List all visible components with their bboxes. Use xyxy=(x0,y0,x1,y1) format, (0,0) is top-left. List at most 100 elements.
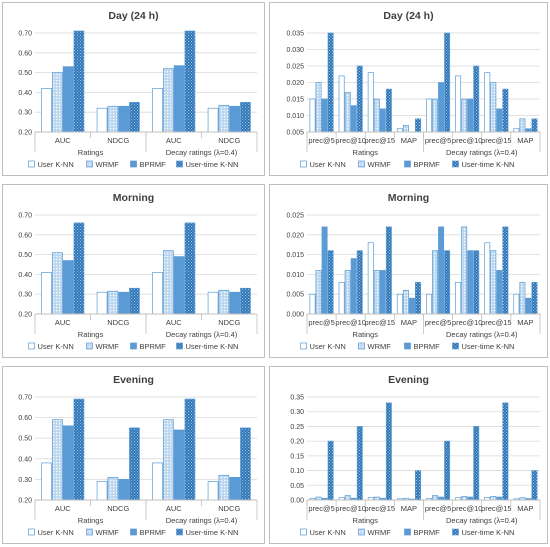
bar-wrmf-prec-10-2 xyxy=(344,270,351,315)
x-tick-label: prec@5 xyxy=(308,136,334,145)
bar-wrmf-prec-15-3 xyxy=(373,270,380,315)
legend: User K-NN WRMF BPRMF User-time K-NN xyxy=(300,528,514,537)
bar-wrmf-auc-3 xyxy=(163,250,174,315)
x-tick-label: MAP xyxy=(517,318,533,327)
bar-bprmf-ndcg-4 xyxy=(229,476,240,501)
x-tick-label: prec@15 xyxy=(481,504,512,513)
bar-bprmf-prec-5-1 xyxy=(321,98,328,133)
chart-title: Day (24 h) xyxy=(108,10,158,22)
bar-bprmf-prec-10-2 xyxy=(350,105,357,133)
legend-swatch-wrmf xyxy=(358,160,365,168)
legend-label-bprmf: BPRMF xyxy=(140,342,167,351)
bar-user-k-nn-auc-3 xyxy=(152,272,163,315)
y-tick-label: 0.20 xyxy=(18,312,32,319)
bar-wrmf-prec-5-5 xyxy=(432,495,439,501)
bar-wrmf-ndcg-4 xyxy=(218,104,230,133)
bar-bprmf-ndcg-4 xyxy=(229,105,240,133)
bar-wrmf-prec-5-1 xyxy=(315,82,322,133)
x-tick-label: prec@15 xyxy=(481,318,512,327)
x-tick-label: prec@10 xyxy=(335,504,366,513)
bar-wrmf-map-4 xyxy=(402,125,409,133)
bar-user-time-k-nn-prec-5-1 xyxy=(327,32,334,133)
bar-user-time-k-nn-map-8 xyxy=(531,281,538,315)
bar-bprmf-prec-5-5 xyxy=(438,82,445,133)
y-tick-label: 0.000 xyxy=(286,312,304,319)
bar-user-k-nn-prec-10-2 xyxy=(338,75,345,133)
bar-user-k-nn-map-4 xyxy=(396,293,403,315)
y-tick-label: 0.00 xyxy=(290,498,304,505)
bar-bprmf-ndcg-2 xyxy=(118,291,129,315)
legend-swatch-wrmf xyxy=(86,342,93,350)
y-tick-label: 0.20 xyxy=(18,498,32,505)
y-tick-label: 0.15 xyxy=(290,453,304,460)
chart-panel-5: Evening 0.20 0.30 0.40 0.50 0.60 0.70 AUC NDCG AU… xyxy=(2,366,265,544)
y-tick-label: 0.40 xyxy=(18,272,32,279)
bar-wrmf-prec-10-6 xyxy=(461,98,468,133)
bar-bprmf-prec-10-6 xyxy=(467,250,474,315)
legend-label-user-k-nn: User K-NN xyxy=(38,160,74,169)
bar-user-k-nn-prec-10-2 xyxy=(338,281,345,315)
bar-wrmf-ndcg-2 xyxy=(107,290,119,315)
bar-user-time-k-nn-prec-5-5 xyxy=(444,32,451,133)
legend-label-user-time-k-nn: User-time K-NN xyxy=(186,342,239,351)
legend-swatch-wrmf xyxy=(358,342,365,350)
x-tick-label: AUC xyxy=(55,318,71,327)
legend-label-bprmf: BPRMF xyxy=(414,528,441,537)
bar-user-time-k-nn-ndcg-4 xyxy=(240,427,251,501)
legend-label-user-time-k-nn: User-time K-NN xyxy=(186,160,239,169)
legend: User K-NN WRMF BPRMF User-time K-NN xyxy=(28,342,239,351)
x-tick-label: MAP xyxy=(401,136,417,145)
chart-panel-3: Morning 0.20 0.30 0.40 0.50 0.60 0.70 AUC NDCG AU… xyxy=(2,184,265,358)
legend-swatch-user-time-k-nn xyxy=(176,160,183,168)
y-tick-label: 0.60 xyxy=(18,232,32,239)
x-tick-label: AUC xyxy=(166,136,182,145)
bar-user-time-k-nn-prec-5-5 xyxy=(444,250,451,315)
bar-user-k-nn-prec-5-1 xyxy=(309,293,316,315)
legend-label-wrmf: WRMF xyxy=(368,342,392,351)
bar-user-k-nn-prec-10-6 xyxy=(455,281,462,315)
bar-bprmf-ndcg-4 xyxy=(229,291,240,315)
x-tick-label: prec@5 xyxy=(425,318,451,327)
x-tick-label: MAP xyxy=(517,504,533,513)
bar-user-time-k-nn-ndcg-4 xyxy=(240,101,251,133)
y-tick-label: 0.35 xyxy=(290,395,304,402)
bar-bprmf-prec-15-3 xyxy=(379,270,386,315)
y-tick-label: 0.30 xyxy=(18,477,32,484)
bar-user-time-k-nn-auc-3 xyxy=(184,398,196,501)
bar-user-k-nn-auc-1 xyxy=(41,462,52,501)
bar-wrmf-ndcg-4 xyxy=(218,474,230,501)
bar-user-k-nn-auc-1 xyxy=(41,88,52,133)
bar-user-time-k-nn-map-8 xyxy=(531,118,538,133)
x-tick-label: AUC xyxy=(55,136,71,145)
x-tick-label: prec@15 xyxy=(365,318,396,327)
y-tick-label: 0.010 xyxy=(286,113,304,120)
y-tick-label: 0.70 xyxy=(18,31,32,38)
x-tick-label: MAP xyxy=(517,136,533,145)
bar-wrmf-prec-15-7 xyxy=(490,82,497,133)
legend-label-user-k-nn: User K-NN xyxy=(310,528,346,537)
bar-user-k-nn-auc-3 xyxy=(152,88,163,133)
bar-user-k-nn-auc-3 xyxy=(152,462,163,501)
bar-user-time-k-nn-prec-10-2 xyxy=(356,426,363,501)
chart-title: Morning xyxy=(113,192,154,204)
bar-wrmf-map-4 xyxy=(402,289,409,315)
x-tick-label: prec@5 xyxy=(425,504,451,513)
legend-label-user-time-k-nn: User-time K-NN xyxy=(462,342,515,351)
bar-wrmf-prec-5-5 xyxy=(432,98,439,133)
legend-label-wrmf: WRMF xyxy=(368,160,392,169)
bar-user-time-k-nn-auc-1 xyxy=(73,30,85,133)
bar-user-k-nn-prec-5-1 xyxy=(309,98,316,133)
y-tick-label: 0.035 xyxy=(286,31,304,38)
bar-user-time-k-nn-prec-15-7 xyxy=(502,88,509,133)
group-label: Decay ratings (λ=0.4) xyxy=(166,148,238,157)
bar-wrmf-prec-15-7 xyxy=(490,250,497,315)
bar-user-time-k-nn-ndcg-2 xyxy=(129,101,140,133)
legend-swatch-wrmf xyxy=(86,160,93,168)
bar-wrmf-prec-15-7 xyxy=(490,496,497,501)
bar-user-k-nn-ndcg-4 xyxy=(207,291,219,315)
bar-user-time-k-nn-prec-10-6 xyxy=(473,65,480,133)
legend-label-bprmf: BPRMF xyxy=(140,528,167,537)
y-tick-label: 0.50 xyxy=(18,252,32,259)
legend-swatch-bprmf xyxy=(130,528,137,536)
